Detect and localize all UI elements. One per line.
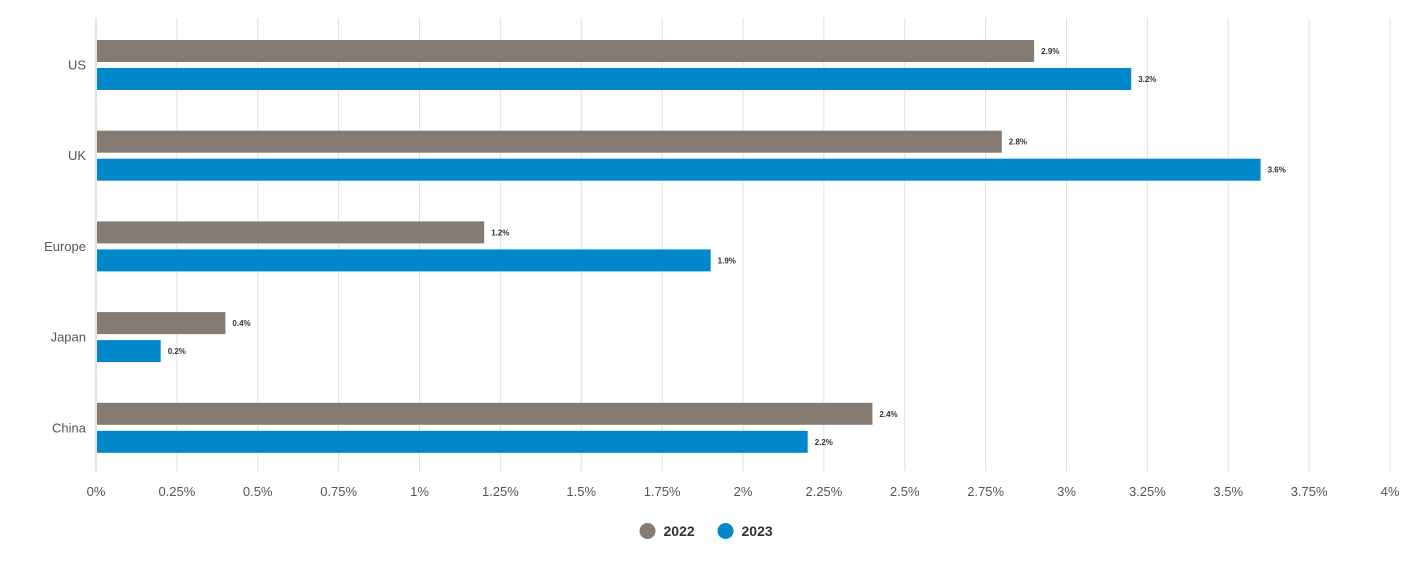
legend-marker [639, 523, 656, 539]
x-tick-label: 0.25% [158, 484, 195, 499]
x-tick-label: 0.5% [243, 484, 273, 499]
grid-lines [176, 18, 1391, 471]
data-label: 1.2% [491, 228, 509, 237]
x-tick-label: 2.75% [967, 484, 1004, 499]
legend-label: 2022 [664, 523, 695, 539]
category-label: UK [68, 148, 86, 163]
bars: 2.9% 3.2% 2.8% 3.6% 1.2% 1.9% 0.4% 0.2% 2.4% 2.2% [97, 40, 1286, 453]
bar-2023-us[interactable] [97, 68, 1132, 90]
data-label: 2.2% [815, 438, 833, 447]
bar-2023-europe[interactable] [97, 249, 711, 272]
bar-2023-china[interactable] [97, 430, 808, 453]
x-tick-label: 1% [410, 484, 429, 499]
data-label: 3.2% [1138, 75, 1156, 84]
axes: 0% 0.25% 0.5% 0.75% 1% 1.25% 1.5% 1.75% 2% 2.25% 2… [44, 18, 1400, 499]
x-tick-label: 1.75% [644, 484, 681, 499]
legend-item-2022[interactable]: 2022 [639, 523, 695, 539]
x-tick-label: 2.5% [890, 484, 920, 499]
bar-2023-uk[interactable] [97, 158, 1261, 181]
bar-2022-uk[interactable] [97, 130, 1002, 153]
bar-2023-japan[interactable] [97, 340, 161, 363]
x-tick-label: 3.5% [1213, 484, 1243, 499]
category-label: US [68, 58, 86, 73]
x-tick-label: 4% [1381, 484, 1400, 499]
x-tick-label: 0.75% [320, 484, 357, 499]
category-label: Japan [51, 330, 86, 345]
data-label: 2.8% [1009, 138, 1027, 147]
legend-item-2023[interactable]: 2023 [717, 523, 773, 539]
legend-label: 2023 [742, 523, 773, 539]
data-label: 0.2% [168, 347, 186, 356]
x-tick-label: 1.25% [482, 484, 519, 499]
x-tick-label: 3% [1057, 484, 1076, 499]
data-label: 3.6% [1268, 166, 1286, 175]
bar-2022-us[interactable] [97, 40, 1035, 62]
bar-2022-japan[interactable] [97, 312, 226, 335]
data-label: 0.4% [232, 319, 250, 328]
data-label: 1.9% [718, 256, 736, 265]
x-tick-label: 3.25% [1129, 484, 1166, 499]
x-tick-label: 0% [87, 484, 106, 499]
x-tick-label: 2.25% [805, 484, 842, 499]
bar-2022-china[interactable] [97, 402, 873, 425]
legend-marker [717, 523, 734, 539]
x-tick-label: 1.5% [566, 484, 596, 499]
data-label: 2.9% [1041, 47, 1059, 56]
category-label: Europe [44, 239, 86, 254]
category-label: China [52, 420, 87, 435]
legend[interactable]: 2022 2023 [639, 523, 773, 539]
data-label: 2.4% [879, 410, 897, 419]
x-tick-label: 3.75% [1291, 484, 1328, 499]
bar-2022-europe[interactable] [97, 221, 485, 244]
x-tick-label: 2% [734, 484, 753, 499]
